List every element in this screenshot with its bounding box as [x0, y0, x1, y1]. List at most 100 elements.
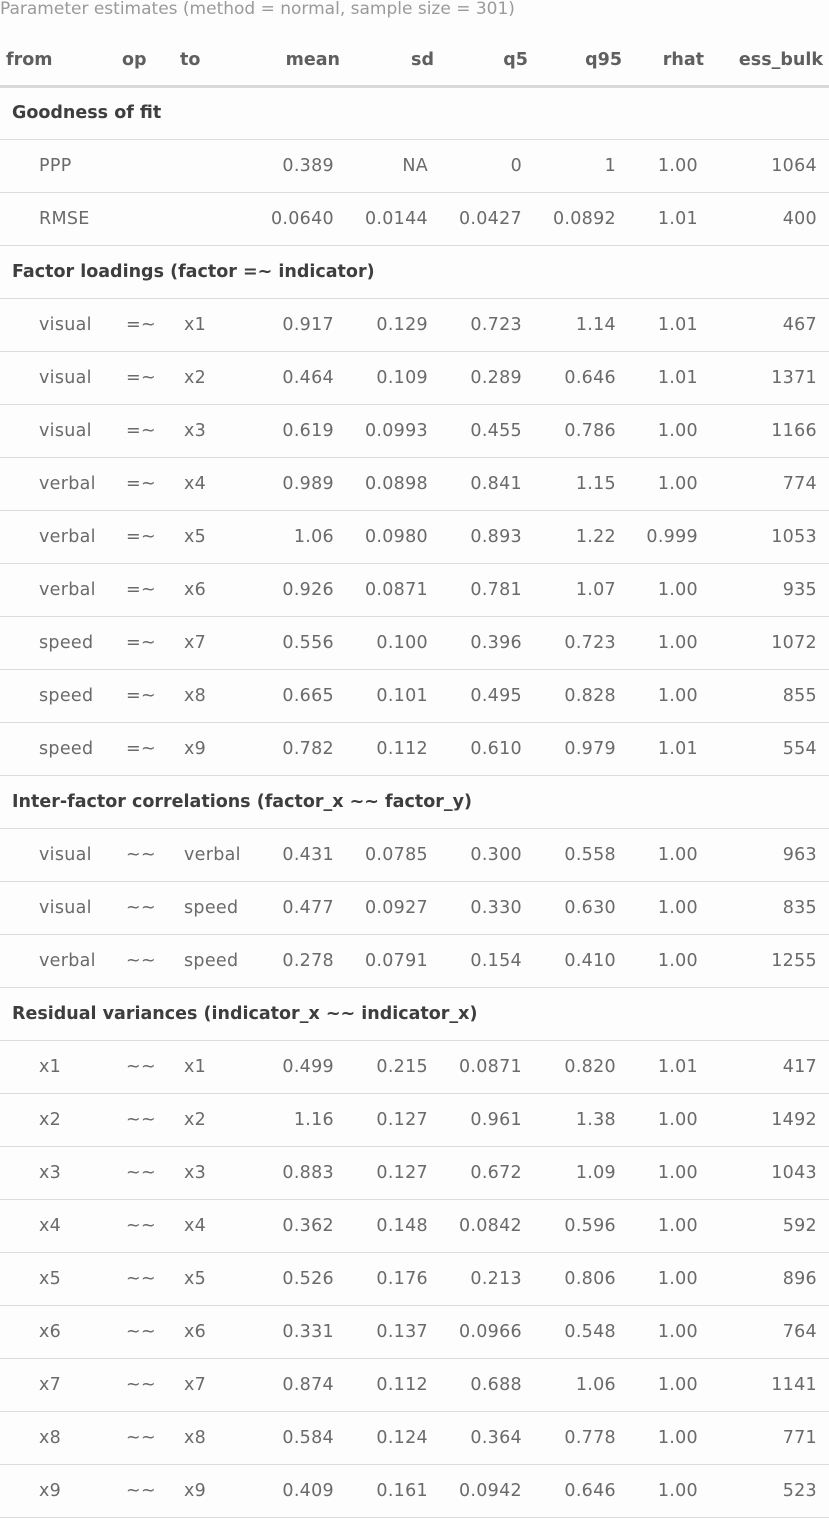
cell-from: x5 — [0, 1252, 116, 1306]
cell-op: ~~ — [116, 1305, 174, 1359]
cell-q95: 0.786 — [534, 404, 628, 458]
cell-q95: 1 — [534, 139, 628, 193]
table-row: x9 ~~ x9 0.409 0.161 0.0942 0.646 1.00 523 — [0, 1464, 829, 1518]
cell-q5: 0.723 — [440, 298, 534, 352]
table-row: x1 ~~ x1 0.499 0.215 0.0871 0.820 1.01 417 — [0, 1040, 829, 1094]
cell-op: ~~ — [116, 881, 174, 935]
cell-mean: 0.389 — [240, 139, 346, 193]
cell-q5: 0.688 — [440, 1358, 534, 1412]
cell-to: x6 — [174, 563, 240, 617]
group-header-row: Inter-factor correlations (factor_x ~~ f… — [0, 775, 829, 829]
cell-to: x4 — [174, 1199, 240, 1253]
cell-sd: NA — [346, 139, 440, 193]
cell-op: =~ — [116, 351, 174, 405]
table-row: x6 ~~ x6 0.331 0.137 0.0966 0.548 1.00 764 — [0, 1305, 829, 1359]
cell-ess-bulk: 1141 — [710, 1358, 829, 1412]
cell-q95: 1.09 — [534, 1146, 628, 1200]
cell-rhat: 1.00 — [628, 1199, 710, 1253]
cell-sd: 0.0871 — [346, 563, 440, 617]
column-header-q5: q5 — [440, 35, 534, 88]
group-header-row: Goodness of fit — [0, 86, 829, 140]
cell-q95: 1.15 — [534, 457, 628, 511]
cell-sd: 0.176 — [346, 1252, 440, 1306]
cell-to: x5 — [174, 1252, 240, 1306]
table-header: from op to mean sd q5 q95 rhat ess_bulk — [0, 35, 829, 88]
cell-to: x9 — [174, 722, 240, 776]
table-row: visual =~ x2 0.464 0.109 0.289 0.646 1.01 1371 — [0, 351, 829, 405]
cell-q95: 1.38 — [534, 1093, 628, 1147]
cell-mean: 0.362 — [240, 1199, 346, 1253]
cell-sd: 0.127 — [346, 1146, 440, 1200]
cell-mean: 0.926 — [240, 563, 346, 617]
cell-rhat: 1.00 — [628, 1411, 710, 1465]
cell-ess-bulk: 592 — [710, 1199, 829, 1253]
cell-ess-bulk: 764 — [710, 1305, 829, 1359]
cell-ess-bulk: 1064 — [710, 139, 829, 193]
cell-mean: 0.619 — [240, 404, 346, 458]
cell-to: x2 — [174, 1093, 240, 1147]
table-row: x8 ~~ x8 0.584 0.124 0.364 0.778 1.00 771 — [0, 1411, 829, 1465]
group-title: Inter-factor correlations (factor_x ~~ f… — [0, 775, 829, 829]
table-row: verbal =~ x5 1.06 0.0980 0.893 1.22 0.999 1053 — [0, 510, 829, 564]
cell-to: x5 — [174, 510, 240, 564]
header-row: from op to mean sd q5 q95 rhat ess_bulk — [0, 35, 829, 88]
cell-sd: 0.0993 — [346, 404, 440, 458]
cell-q5: 0.364 — [440, 1411, 534, 1465]
table-caption: Parameter estimates (method = normal, sa… — [0, 0, 515, 19]
cell-mean: 0.665 — [240, 669, 346, 723]
cell-to: x4 — [174, 457, 240, 511]
cell-rhat: 1.00 — [628, 404, 710, 458]
cell-q95: 0.723 — [534, 616, 628, 670]
cell-rhat: 1.00 — [628, 669, 710, 723]
cell-q95: 0.828 — [534, 669, 628, 723]
cell-mean: 0.477 — [240, 881, 346, 935]
cell-rhat: 1.01 — [628, 351, 710, 405]
cell-from: x2 — [0, 1093, 116, 1147]
cell-q5: 0.495 — [440, 669, 534, 723]
table-row: speed =~ x7 0.556 0.100 0.396 0.723 1.00 1072 — [0, 616, 829, 670]
cell-q95: 1.22 — [534, 510, 628, 564]
cell-op: =~ — [116, 722, 174, 776]
cell-to: speed — [174, 881, 240, 935]
cell-sd: 0.161 — [346, 1464, 440, 1518]
cell-op: ~~ — [116, 828, 174, 882]
cell-mean: 0.526 — [240, 1252, 346, 1306]
cell-q5: 0.0427 — [440, 192, 534, 246]
cell-rhat: 1.00 — [628, 1358, 710, 1412]
table-row: visual ~~ verbal 0.431 0.0785 0.300 0.558 1.00 9… — [0, 828, 829, 882]
cell-from: PPP — [0, 139, 116, 193]
cell-to: x3 — [174, 1146, 240, 1200]
cell-rhat: 1.00 — [628, 563, 710, 617]
column-header-op: op — [116, 35, 174, 88]
cell-q95: 0.558 — [534, 828, 628, 882]
cell-rhat: 1.00 — [628, 1146, 710, 1200]
cell-q95: 0.548 — [534, 1305, 628, 1359]
cell-sd: 0.0927 — [346, 881, 440, 935]
cell-q95: 0.0892 — [534, 192, 628, 246]
column-header-q95: q95 — [534, 35, 628, 88]
cell-q5: 0.961 — [440, 1093, 534, 1147]
cell-op: ~~ — [116, 1199, 174, 1253]
cell-sd: 0.109 — [346, 351, 440, 405]
cell-to: speed — [174, 934, 240, 988]
cell-q95: 0.410 — [534, 934, 628, 988]
cell-rhat: 0.999 — [628, 510, 710, 564]
cell-ess-bulk: 1371 — [710, 351, 829, 405]
cell-sd: 0.0980 — [346, 510, 440, 564]
cell-sd: 0.215 — [346, 1040, 440, 1094]
cell-q95: 0.596 — [534, 1199, 628, 1253]
cell-q95: 0.820 — [534, 1040, 628, 1094]
column-header-rhat: rhat — [628, 35, 710, 88]
cell-sd: 0.0144 — [346, 192, 440, 246]
cell-sd: 0.137 — [346, 1305, 440, 1359]
cell-from: x6 — [0, 1305, 116, 1359]
cell-sd: 0.148 — [346, 1199, 440, 1253]
cell-ess-bulk: 774 — [710, 457, 829, 511]
cell-sd: 0.0791 — [346, 934, 440, 988]
cell-op: ~~ — [116, 934, 174, 988]
cell-ess-bulk: 1492 — [710, 1093, 829, 1147]
cell-q5: 0.672 — [440, 1146, 534, 1200]
cell-q5: 0.300 — [440, 828, 534, 882]
cell-rhat: 1.00 — [628, 934, 710, 988]
table-body: Goodness of fit PPP 0.389 NA 0 1 1.00 1064 RMSE 0… — [0, 86, 829, 1518]
